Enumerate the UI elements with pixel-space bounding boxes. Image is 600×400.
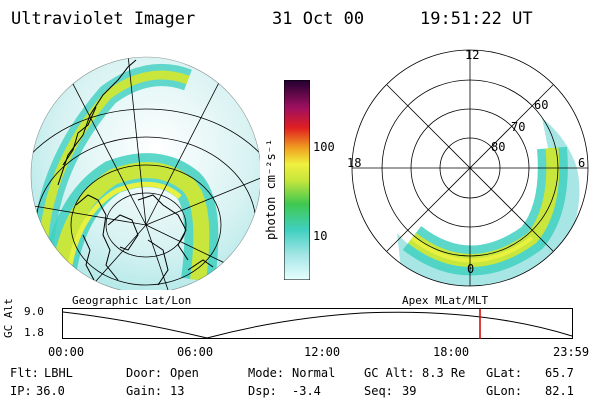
mlt-label-left: 18	[347, 156, 362, 170]
footer-filter-key: Flt:	[10, 366, 39, 380]
geo-aurora-core-left	[38, 70, 190, 276]
geographic-image	[30, 56, 260, 290]
altitude-trace	[62, 311, 573, 339]
apex-label: Apex MLat/MLT	[402, 294, 489, 307]
footer-gain-value: 13	[170, 384, 185, 398]
x-tick-0600: 06:00	[177, 345, 214, 359]
colorbar-tick-100: 100	[313, 140, 335, 154]
geographic-label: Geographic Lat/Lon	[72, 294, 192, 307]
lat-label-80: 80	[491, 140, 506, 154]
altitude-ymax: 9.0	[24, 305, 44, 318]
footer-glat-value: 65.7	[545, 366, 574, 380]
footer-dsp-value: -3.4	[292, 384, 321, 398]
x-tick-1800: 18:00	[433, 345, 470, 359]
footer-ip-value: 36.0	[36, 384, 65, 398]
mlt-label-top: 12	[465, 48, 480, 62]
footer-ip-key: IP:	[10, 384, 32, 398]
altitude-ymin: 1.8	[24, 326, 44, 339]
polar-mlt-plot	[351, 49, 589, 287]
geo-aurora-oval-core	[50, 162, 210, 282]
footer-dsp-key: Dsp:	[248, 384, 277, 398]
colorbar-tick-10: 10	[313, 229, 328, 243]
altitude-plot	[62, 308, 573, 339]
footer-glat-key: GLat:	[486, 366, 523, 380]
altitude-axis-label: GC Alt	[2, 298, 15, 338]
polar-aurora-oval-peak	[410, 236, 534, 263]
footer-mode-value: Normal	[292, 366, 336, 380]
geo-aurora-oval-peak	[65, 181, 182, 278]
footer-glon-key: GLon:	[486, 384, 523, 398]
mlt-label-right: 6	[578, 156, 586, 170]
x-tick-0000: 00:00	[48, 345, 85, 359]
colorbar-unit-label: photon cm⁻²s⁻¹	[264, 138, 278, 240]
footer-mode-key: Mode:	[248, 366, 285, 380]
x-tick-1200: 12:00	[304, 345, 341, 359]
footer-door-value: Open	[170, 366, 199, 380]
mlt-label-bottom: 0	[467, 262, 475, 276]
image-date: 31 Oct 00	[272, 9, 365, 29]
footer-gcalt-key: GC Alt:	[364, 366, 415, 380]
footer-door-key: Door:	[126, 366, 163, 380]
footer-filter-value: LBHL	[44, 366, 73, 380]
image-time: 19:51:22 UT	[420, 9, 533, 29]
footer-gcalt-value: 8.3 Re	[422, 366, 466, 380]
lat-label-70: 70	[511, 120, 526, 134]
footer-gain-key: Gain:	[126, 384, 163, 398]
instrument-title: Ultraviolet Imager	[11, 9, 196, 29]
colorbar	[284, 80, 310, 280]
lat-label-60: 60	[534, 98, 549, 112]
footer-glon-value: 82.1	[545, 384, 574, 398]
x-tick-2359: 23:59	[553, 345, 590, 359]
footer-seq-key: Seq:	[364, 384, 393, 398]
polar-aurora-halo	[397, 118, 580, 286]
footer-seq-value: 39	[402, 384, 417, 398]
